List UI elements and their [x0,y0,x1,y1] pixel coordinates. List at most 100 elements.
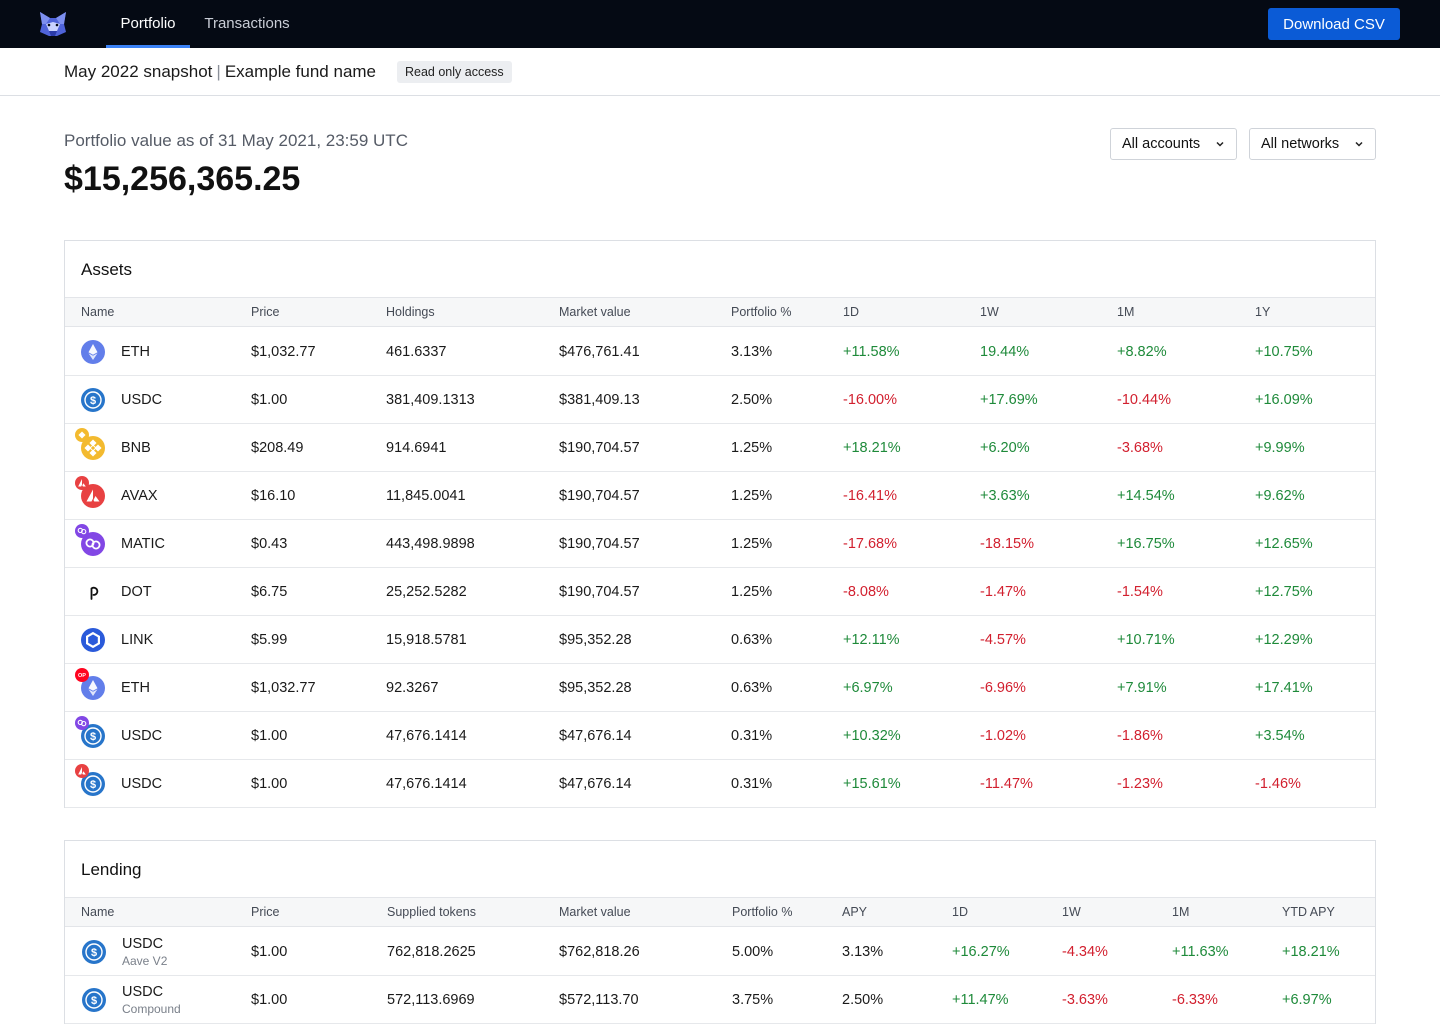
matic-icon [75,524,105,556]
protocol-name: Aave V2 [122,954,168,968]
cell-portfolio: 1.25% [731,536,773,552]
cell-w1: +6.20% [980,440,1030,456]
eth-icon [81,340,105,364]
cell-holdings: 381,409.1313 [386,392,475,408]
matic-network-icon [75,716,89,730]
avax-network-icon [75,476,89,490]
column-header: Market value [559,305,631,319]
cell-holdings: 15,918.5781 [386,632,467,648]
cell-portfolio: 1.25% [731,584,773,600]
cell-price: $6.75 [251,584,288,600]
column-header: Portfolio % [732,905,793,919]
networks-dropdown[interactable]: All networks [1249,128,1376,160]
table-row[interactable]: LINK $5.99 15,918.5781 $95,352.28 0.63% +12.1… [65,616,1375,664]
matic-network-icon [75,524,89,538]
cell-price: $1.00 [251,776,288,792]
cell-market-value: $476,761.41 [559,344,640,360]
cell-holdings: 47,676.1414 [386,776,467,792]
cell-portfolio: 3.75% [732,992,774,1008]
cell-w1: -4.34% [1062,944,1108,960]
column-header: 1D [843,305,859,319]
cell-w1: -11.47% [980,776,1033,792]
table-row[interactable]: ETH $1,032.77 461.6337 $476,761.41 3.13% +11.… [65,328,1375,376]
cell-market-value: $190,704.57 [559,536,640,552]
assets-table-header: Name Price Holdings Market value Portfolio %… [65,297,1375,327]
column-header: 1W [1062,905,1081,919]
usdc-icon: $ [75,716,105,748]
tab-transactions[interactable]: Transactions [204,15,290,32]
asset-name: LINK [121,632,154,648]
asset-name: AVAX [121,488,158,504]
table-row[interactable]: OP ETH $1,032.77 92.3267 $95,352.28 0.63% +6.9… [65,664,1375,712]
cell-portfolio: 0.63% [731,632,773,648]
table-row[interactable]: DOT $6.75 25,252.5282 $190,704.57 1.25% -8.08… [65,568,1375,616]
usdc-icon: $ [82,988,106,1012]
cell-d1: -16.41% [843,488,898,504]
cell-portfolio: 3.13% [731,344,773,360]
cell-d1: +16.27% [952,944,1010,960]
asset-name: USDC [121,776,163,792]
table-row[interactable]: AVAX $16.10 11,845.0041 $190,704.57 1.25% -16… [65,472,1375,520]
table-row[interactable]: $ USDC $1.00 381,409.1313 $381,409.13 2.50% -1… [65,376,1375,424]
cell-market-value: $190,704.57 [559,440,640,456]
usdc-icon: $ [82,940,106,964]
table-row[interactable]: $ USDC Aave V2 $1.00 762,818.2625 $762,818.26… [65,928,1375,976]
table-row[interactable]: $ USDC $1.00 47,676.1414 $47,676.14 0.31% +15.… [65,760,1375,808]
table-row[interactable]: BNB $208.49 914.6941 $190,704.57 1.25% +18.21… [65,424,1375,472]
cell-d1: +11.58% [843,344,900,360]
cell-price: $208.49 [251,440,304,456]
cell-m1: -1.54% [1117,584,1163,600]
protocol-name: Compound [122,1002,181,1016]
column-header: 1Y [1255,305,1271,319]
avax-icon [75,476,105,508]
column-header: Portfolio % [731,305,792,319]
cell-m1: +8.82% [1117,344,1167,360]
svg-text:$: $ [91,995,97,1007]
column-header: APY [842,905,868,919]
cell-m1: -1.23% [1117,776,1163,792]
cell-m1: +7.91% [1117,680,1167,696]
column-header: YTD APY [1282,905,1335,919]
asset-name: USDC [122,936,164,952]
cell-w1: -1.02% [980,728,1026,744]
cell-y1: +12.29% [1255,632,1313,648]
page-title: May 2022 snapshot | Example fund name [64,62,376,82]
accounts-dropdown-label: All accounts [1122,136,1201,152]
cell-market-value: $95,352.28 [559,632,632,648]
cell-market-value: $95,352.28 [559,680,632,696]
column-header: 1D [952,905,968,919]
tab-portfolio[interactable]: Portfolio [106,0,190,48]
cell-price: $1,032.77 [251,680,316,696]
cell-y1: +16.09% [1255,392,1313,408]
snapshot-name: May 2022 snapshot [64,62,213,81]
table-row[interactable]: $ USDC $1.00 47,676.1414 $47,676.14 0.31% +10.… [65,712,1375,760]
cell-price: $1.00 [251,392,288,408]
asset-name: USDC [121,392,163,408]
op-network-icon: OP [75,668,89,682]
cell-portfolio: 0.31% [731,776,773,792]
dot-icon [81,580,105,604]
cell-portfolio: 0.31% [731,728,773,744]
column-header: Supplied tokens [387,905,476,919]
asset-name: DOT [121,584,152,600]
lending-title: Lending [81,860,142,879]
cell-w1: -3.63% [1062,992,1108,1008]
lending-name: USDC Aave V2 [122,935,167,969]
cell-d1: +6.97% [843,680,893,696]
cell-apy: 3.13% [842,944,884,960]
table-row[interactable]: MATIC $0.43 443,498.9898 $190,704.57 1.25% -1… [65,520,1375,568]
cell-d1: -16.00% [843,392,898,408]
cell-price: $5.99 [251,632,288,648]
accounts-dropdown[interactable]: All accounts [1110,128,1237,160]
table-row[interactable]: $ USDC Compound $1.00 572,113.6969 $572,113.7… [65,976,1375,1024]
cell-market-value: $47,676.14 [559,728,632,744]
fox-logo-icon[interactable] [38,10,68,38]
lending-table-header: Name Price Supplied tokens Market value Port… [65,897,1375,927]
cell-ytd: +6.97% [1282,992,1332,1008]
cell-holdings: 443,498.9898 [386,536,475,552]
link-icon [81,628,105,652]
cell-portfolio: 0.63% [731,680,773,696]
download-csv-button[interactable]: Download CSV [1268,8,1400,40]
bnb-network-icon [75,428,89,442]
cell-d1: -8.08% [843,584,889,600]
